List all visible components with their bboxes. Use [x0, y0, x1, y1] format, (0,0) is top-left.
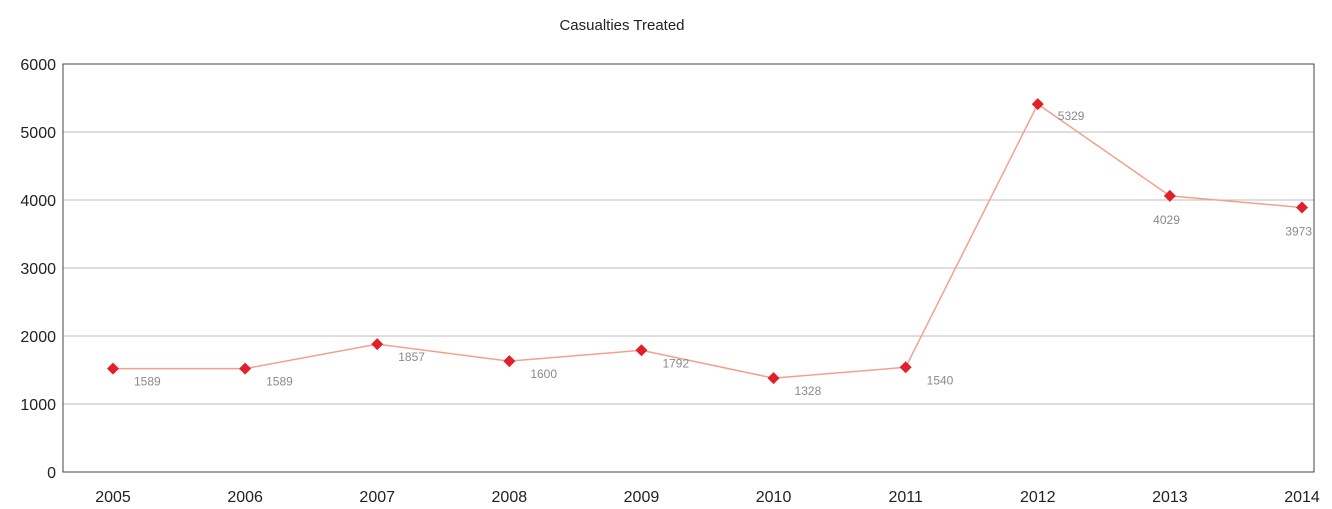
x-tick-label: 2009 — [624, 489, 660, 506]
y-tick-label: 5000 — [20, 125, 56, 142]
x-tick-label: 2011 — [888, 489, 923, 506]
data-label: 1589 — [134, 375, 161, 389]
data-point-marker — [503, 355, 516, 368]
data-point-marker — [1031, 98, 1044, 111]
data-point-marker — [767, 372, 780, 385]
y-axis-ticks: 0 1000 2000 3000 4000 5000 6000 — [20, 57, 56, 482]
x-tick-label: 2010 — [756, 489, 792, 506]
chart-title: Casualties Treated — [559, 17, 684, 34]
data-label: 1600 — [530, 367, 557, 381]
data-point-marker — [1163, 189, 1176, 202]
grid-lines — [63, 131, 1314, 405]
x-tick-label: 2006 — [227, 489, 263, 506]
series-line — [113, 103, 1303, 379]
plot-border — [62, 63, 1315, 473]
data-label: 1857 — [398, 350, 425, 364]
y-tick-label: 0 — [47, 465, 56, 482]
y-tick-label: 4000 — [20, 193, 56, 210]
x-tick-label: 2012 — [1020, 489, 1056, 506]
x-tick-label: 2014 — [1284, 489, 1320, 506]
data-label: 3973 — [1285, 224, 1312, 238]
y-tick-label: 1000 — [20, 397, 56, 414]
data-point-marker — [239, 362, 252, 375]
y-tick-label: 2000 — [20, 329, 56, 346]
plot-frame — [62, 63, 1315, 473]
x-axis-ticks: 2005 2006 2007 2008 2009 2010 2011 2012 2013 2014 — [95, 489, 1320, 506]
x-tick-label: 2013 — [1152, 489, 1188, 506]
data-labels: 1589 1589 1857 1600 1792 1328 1540 5329 4029 3973 — [134, 109, 1312, 398]
data-label: 1328 — [795, 384, 822, 398]
y-tick-label: 3000 — [20, 261, 56, 278]
data-point-marker — [899, 361, 912, 374]
x-tick-label: 2008 — [492, 489, 528, 506]
data-label: 4029 — [1153, 213, 1180, 227]
x-tick-label: 2007 — [359, 489, 395, 506]
series-group — [107, 98, 1308, 385]
data-label: 1589 — [266, 375, 293, 389]
data-point-marker — [107, 362, 119, 375]
x-tick-label: 2005 — [95, 489, 131, 506]
data-label: 5329 — [1058, 109, 1085, 123]
data-label: 1540 — [927, 373, 954, 387]
data-point-marker — [1296, 201, 1308, 214]
data-label: 1792 — [662, 356, 689, 370]
data-point-marker — [635, 344, 648, 357]
data-point-marker — [371, 338, 384, 351]
y-tick-label: 6000 — [20, 57, 56, 74]
